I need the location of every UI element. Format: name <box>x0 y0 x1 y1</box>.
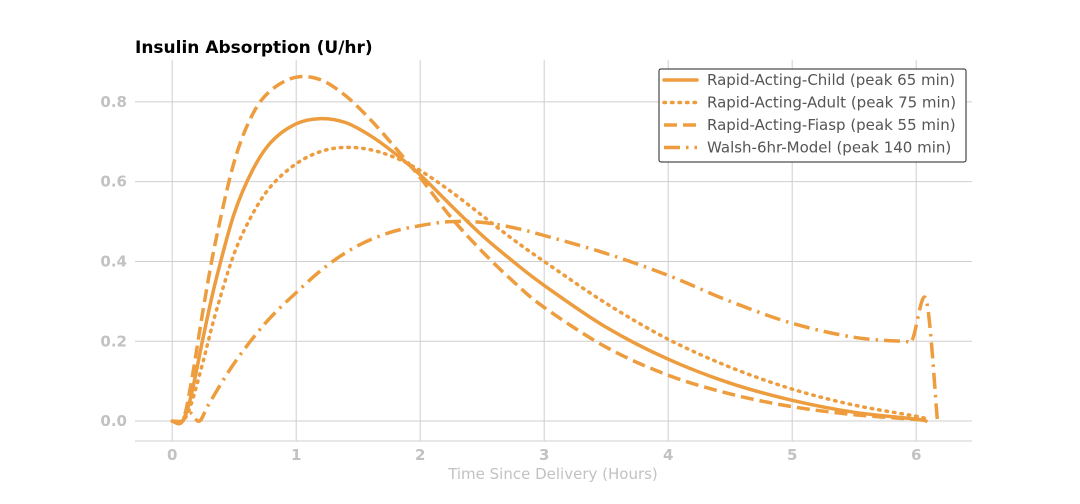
chart-title: Insulin Absorption (U/hr) <box>135 38 373 58</box>
y-tick-label-1: 0.2 <box>100 332 127 350</box>
series-line-3 <box>172 219 940 424</box>
x-tick-label-1: 1 <box>291 446 301 464</box>
series-line-2 <box>171 74 927 426</box>
x-tick-label-6: 6 <box>911 446 921 464</box>
y-tick-label-4: 0.8 <box>100 93 127 111</box>
series-line-0 <box>170 116 928 425</box>
axis-layer: 0 1 2 3 4 5 6 0.0 0.2 0.4 0.6 0.8 <box>100 93 972 464</box>
x-tick-label-0: 0 <box>167 446 177 464</box>
legend-label-2: Rapid-Acting-Fiasp (peak 55 min) <box>707 116 956 134</box>
y-tick-label-3: 0.6 <box>100 173 127 191</box>
legend: Rapid-Acting-Child (peak 65 min) Rapid-Ac… <box>658 68 967 163</box>
series-layer <box>170 74 940 426</box>
x-tick-label-5: 5 <box>787 446 797 464</box>
series-line-1 <box>170 145 928 424</box>
x-tick-label-4: 4 <box>663 446 673 464</box>
x-tick-label-3: 3 <box>539 446 549 464</box>
x-tick-label-2: 2 <box>415 446 425 464</box>
legend-label-1: Rapid-Acting-Adult (peak 75 min) <box>707 94 956 112</box>
y-tick-label-0: 0.0 <box>100 412 127 430</box>
y-tick-label-2: 0.4 <box>100 252 127 270</box>
legend-label-3: Walsh-6hr-Model (peak 140 min) <box>707 139 951 157</box>
legend-box <box>658 68 967 163</box>
x-axis-label: Time Since Delivery (Hours) <box>447 465 658 483</box>
legend-label-0: Rapid-Acting-Child (peak 65 min) <box>707 71 955 89</box>
